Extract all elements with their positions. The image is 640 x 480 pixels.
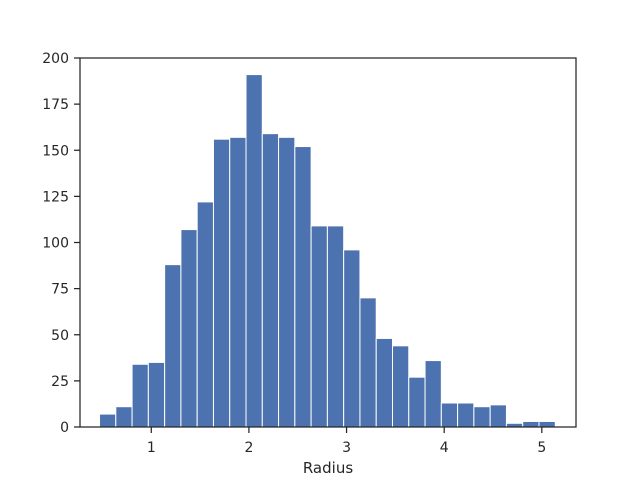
histogram-bar [489, 404, 507, 428]
histogram-bar [229, 136, 247, 428]
histogram-bar [180, 229, 198, 428]
histogram-bar [310, 225, 328, 428]
bars [99, 74, 556, 428]
histogram-bar [375, 337, 393, 428]
y-tick-label: 100 [42, 236, 69, 252]
histogram-bar [440, 402, 459, 428]
histogram-bar [147, 361, 166, 428]
histogram-bar [245, 74, 263, 428]
histogram-bar [294, 146, 312, 428]
y-tick-label: 125 [42, 189, 69, 205]
histogram-bar [424, 360, 442, 428]
x-tick-label: 4 [440, 440, 449, 456]
histogram-bar [538, 420, 556, 428]
histogram-bar [457, 402, 475, 428]
histogram-bar [99, 413, 117, 428]
x-axis-label: Radius [303, 459, 353, 477]
histogram-bar [408, 376, 426, 428]
y-tick-label: 50 [51, 328, 69, 344]
x-ticks: 1 2 3 4 5 [147, 427, 546, 456]
histogram-bar [473, 406, 491, 428]
histogram-bar [278, 136, 296, 428]
histogram-bar [343, 249, 361, 428]
y-tick-label: 175 [42, 97, 69, 113]
y-tick-label: 25 [51, 374, 69, 390]
y-ticks: 0 25 50 75 100 125 150 175 200 [42, 51, 80, 436]
histogram-bar [212, 138, 231, 428]
histogram-bar [326, 225, 345, 428]
y-tick-label: 75 [51, 282, 69, 298]
histogram-bar [196, 201, 214, 428]
x-tick-label: 2 [244, 440, 253, 456]
histogram-bar [131, 363, 149, 428]
histogram-bar [359, 297, 377, 428]
histogram-bar [115, 406, 133, 428]
y-tick-label: 200 [42, 51, 69, 67]
x-tick-label: 3 [342, 440, 351, 456]
y-tick-label: 150 [42, 143, 69, 159]
y-tick-label: 0 [60, 420, 69, 436]
x-tick-label: 1 [147, 440, 156, 456]
axes-frame [79, 57, 577, 428]
histogram-bar [522, 420, 540, 428]
x-tick-label: 5 [537, 440, 546, 456]
histogram-bar [391, 345, 410, 428]
histogram-bar [261, 133, 280, 428]
histogram-bar [164, 264, 182, 428]
